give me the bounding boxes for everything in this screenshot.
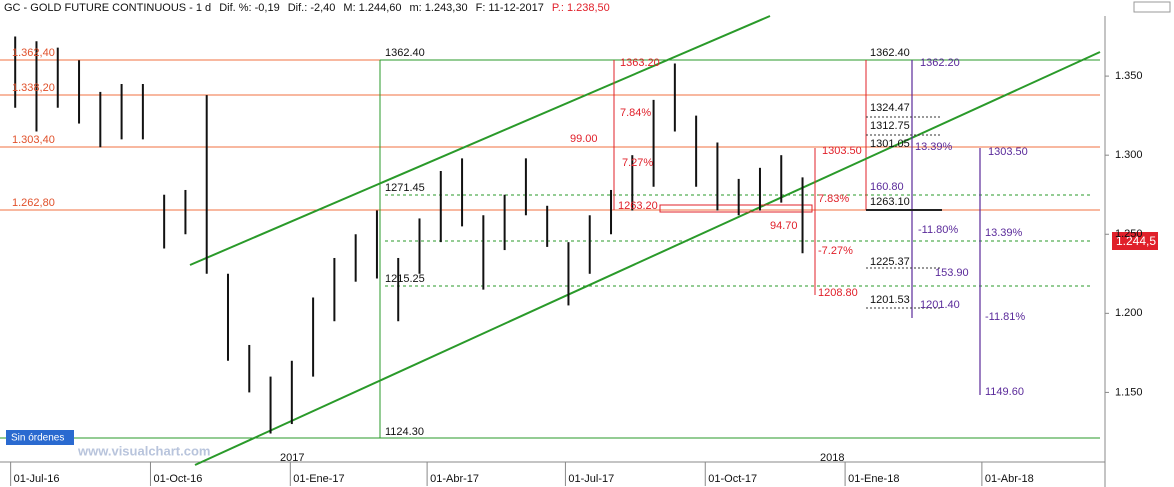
year-label: 2017 xyxy=(280,452,304,464)
annotation: 1303.50 xyxy=(822,145,862,157)
watermark: www.visualchart.com xyxy=(77,443,210,458)
annotation: 1312.75 xyxy=(870,120,910,132)
annotation: 153.90 xyxy=(935,267,969,279)
annotation: 1362.40 xyxy=(385,47,425,59)
header: GC - GOLD FUTURE CONTINUOUS - 1 d Dif. %:… xyxy=(4,2,610,14)
level-label: 1.262,80 xyxy=(12,197,55,209)
header-item: Dif.: -2,40 xyxy=(288,2,336,14)
header-item: m: 1.243,30 xyxy=(410,2,468,14)
x-tick-label: 01-Abr-17 xyxy=(430,473,479,485)
y-tick-label: 1.200 xyxy=(1115,307,1143,319)
annotation: 1201.53 xyxy=(870,294,910,306)
window-button[interactable] xyxy=(1133,1,1171,13)
annotation: 13.39% xyxy=(985,227,1023,239)
annotation: 1124.30 xyxy=(385,426,424,438)
annotation: 94.70 xyxy=(770,220,798,232)
header-item: M: 1.244,60 xyxy=(343,2,401,14)
annotation: -11.80% xyxy=(918,224,958,236)
annotation: 1362.40 xyxy=(870,47,910,59)
annotation: 1263.20 xyxy=(618,200,658,212)
annotation: 7.84% xyxy=(620,107,651,119)
last-price: 1.244,5 xyxy=(1116,234,1156,248)
x-tick-label: 01-Oct-17 xyxy=(708,473,757,485)
status[interactable]: Sin órdenes xyxy=(11,433,64,444)
annotation: 1301.05 xyxy=(870,138,910,150)
annotation: -11.81% xyxy=(985,311,1025,323)
x-tick-label: 01-Jul-17 xyxy=(568,473,614,485)
box xyxy=(659,204,813,213)
annotation: 7.27% xyxy=(622,157,653,169)
x-tick-label: 01-Abr-18 xyxy=(985,473,1034,485)
header-item: P.: 1.238,50 xyxy=(552,2,610,14)
x-tick-label: 01-Ene-17 xyxy=(293,473,344,485)
level-label: 1.362,40 xyxy=(12,47,55,59)
annotation: 13.39% xyxy=(915,141,953,153)
y-tick-label: 1.350 xyxy=(1115,70,1143,82)
annotation: 1225.37 xyxy=(870,256,910,268)
annotation: 1263.10 xyxy=(870,196,910,208)
y-tick-label: 1.250 xyxy=(1115,228,1143,240)
annotation: -7.27% xyxy=(818,245,853,257)
annotation: 1208.80 xyxy=(818,287,858,299)
header-item: F: 11-12-2017 xyxy=(476,2,544,14)
annotation: 160.80 xyxy=(870,181,904,193)
annotation: 7.83% xyxy=(818,193,849,205)
annotation: 1303.50 xyxy=(988,146,1028,158)
annotation: 1149.60 xyxy=(985,386,1024,398)
annotation: 1201.40 xyxy=(920,299,960,311)
status-badge[interactable] xyxy=(6,430,74,445)
price-bars xyxy=(14,36,804,434)
header-item: Dif. %: -0,19 xyxy=(219,2,280,14)
y-tick-label: 1.300 xyxy=(1115,149,1143,161)
annotation: 1324.47 xyxy=(870,102,910,114)
y-tick-label: 1.150 xyxy=(1115,386,1143,398)
annotation: 99.00 xyxy=(570,133,598,145)
last-price-tag xyxy=(1112,232,1158,250)
x-tick-label: 01-Oct-16 xyxy=(153,473,202,485)
level-label: 1.303,40 xyxy=(12,134,55,146)
annotation: 1363.20 xyxy=(620,57,660,69)
channel-line xyxy=(194,51,1101,466)
x-tick-label: 01-Ene-18 xyxy=(848,473,899,485)
annotation: 1362.20 xyxy=(920,57,960,69)
level-label: 1.338,20 xyxy=(12,82,55,94)
year-label: 2018 xyxy=(820,452,844,464)
channel-line xyxy=(189,15,771,266)
annotation: 1215.25 xyxy=(385,273,425,285)
annotation: 1271.45 xyxy=(385,182,425,194)
header-item: GC - GOLD FUTURE CONTINUOUS - 1 d xyxy=(4,2,211,14)
x-tick-label: 01-Jul-16 xyxy=(14,473,60,485)
